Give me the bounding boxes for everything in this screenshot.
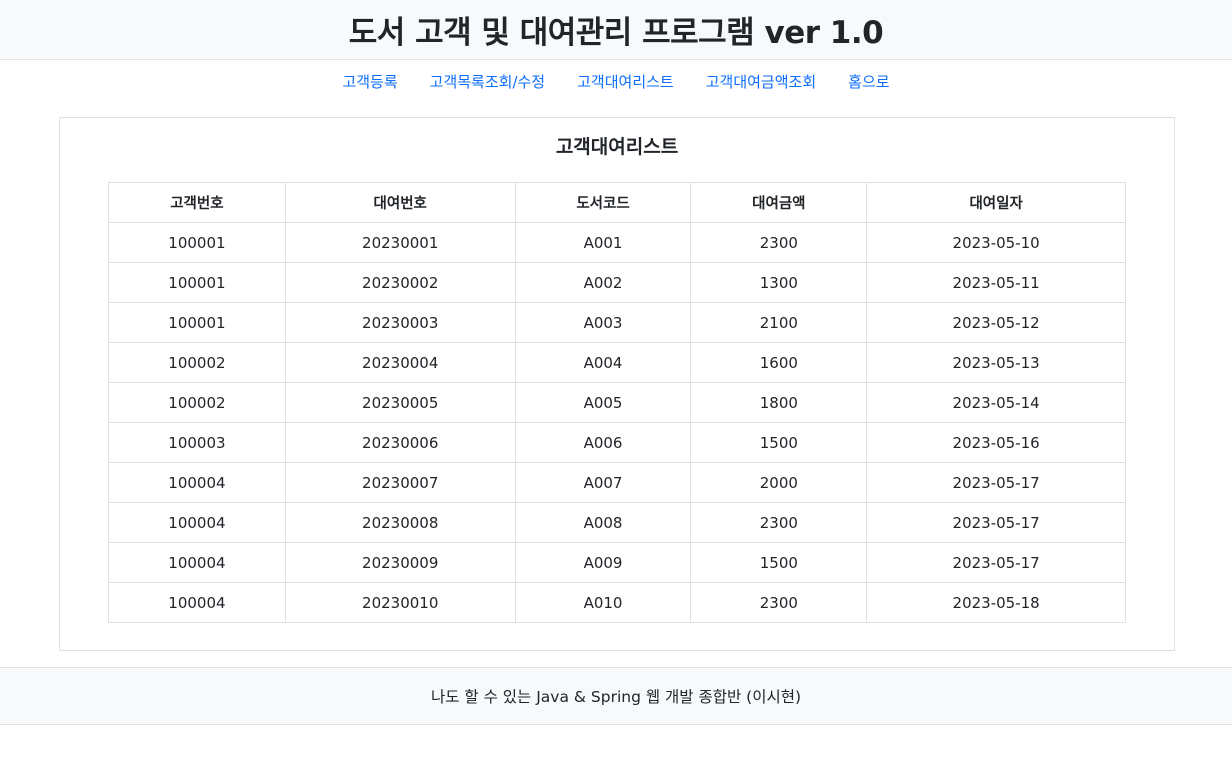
cell-customer-no: 100004	[108, 582, 286, 623]
cell-book-code: A002	[514, 262, 692, 303]
table-row: 100004 20230009 A009 1500 2023-05-17	[108, 542, 1126, 583]
cell-rental-date: 2023-05-11	[866, 262, 1126, 303]
cell-rental-date: 2023-05-16	[866, 422, 1126, 463]
column-header-rental-date: 대여일자	[866, 182, 1126, 223]
page-footer: 나도 할 수 있는 Java & Spring 웹 개발 종합반 (이시현)	[0, 667, 1232, 725]
column-header-rental-amount: 대여금액	[690, 182, 868, 223]
cell-book-code: A003	[514, 302, 692, 343]
cell-book-code: A006	[514, 422, 692, 463]
cell-customer-no: 100003	[108, 422, 286, 463]
cell-rental-no: 20230003	[284, 302, 516, 343]
cell-rental-date: 2023-05-17	[866, 502, 1126, 543]
section-title: 고객대여리스트	[555, 136, 679, 158]
table-row: 100004 20230010 A010 2300 2023-05-18	[108, 582, 1126, 623]
cell-rental-amount: 1500	[690, 542, 868, 583]
cell-customer-no: 100001	[108, 302, 286, 343]
cell-rental-amount: 1500	[690, 422, 868, 463]
cell-rental-no: 20230001	[284, 222, 516, 263]
rental-table: 고객번호 대여번호 도서코드 대여금액 대여일자 100001 20230001…	[108, 182, 1126, 623]
nav-link-register-customer[interactable]: 고객등록	[342, 72, 398, 91]
cell-book-code: A008	[514, 502, 692, 543]
footer-text: 나도 할 수 있는 Java & Spring 웹 개발 종합반 (이시현)	[430, 688, 802, 706]
rental-list-section: 고객대여리스트 고객번호 대여번호 도서코드 대여금액 대여일자 100001 …	[59, 117, 1175, 651]
column-header-book-code: 도서코드	[514, 182, 692, 223]
cell-book-code: A001	[514, 222, 692, 263]
table-row: 100001 20230002 A002 1300 2023-05-11	[108, 262, 1126, 303]
cell-rental-no: 20230005	[284, 382, 516, 423]
cell-rental-date: 2023-05-13	[866, 342, 1126, 383]
cell-rental-date: 2023-05-14	[866, 382, 1126, 423]
cell-book-code: A005	[514, 382, 692, 423]
table-body: 100001 20230001 A001 2300 2023-05-10 100…	[108, 222, 1126, 623]
nav-link-rental-amount[interactable]: 고객대여금액조회	[705, 72, 817, 91]
table-row: 100004 20230008 A008 2300 2023-05-17	[108, 502, 1126, 543]
nav-link-home[interactable]: 홈으로	[848, 72, 890, 91]
column-header-customer-no: 고객번호	[108, 182, 286, 223]
table-row: 100004 20230007 A007 2000 2023-05-17	[108, 462, 1126, 503]
table-row: 100002 20230005 A005 1800 2023-05-14	[108, 382, 1126, 423]
nav-link-customer-list-edit[interactable]: 고객목록조회/수정	[429, 72, 546, 91]
column-header-rental-no: 대여번호	[284, 182, 516, 223]
table-row: 100002 20230004 A004 1600 2023-05-13	[108, 342, 1126, 383]
cell-customer-no: 100001	[108, 222, 286, 263]
cell-customer-no: 100002	[108, 382, 286, 423]
cell-rental-date: 2023-05-10	[866, 222, 1126, 263]
cell-rental-no: 20230002	[284, 262, 516, 303]
table-row: 100001 20230003 A003 2100 2023-05-12	[108, 302, 1126, 343]
cell-customer-no: 100004	[108, 462, 286, 503]
cell-customer-no: 100004	[108, 502, 286, 543]
cell-rental-amount: 2100	[690, 302, 868, 343]
main-nav: 고객등록 고객목록조회/수정 고객대여리스트 고객대여금액조회 홈으로	[0, 61, 1232, 101]
cell-customer-no: 100002	[108, 342, 286, 383]
cell-customer-no: 100004	[108, 542, 286, 583]
cell-rental-no: 20230004	[284, 342, 516, 383]
nav-link-rental-list[interactable]: 고객대여리스트	[577, 72, 674, 91]
cell-rental-no: 20230009	[284, 542, 516, 583]
cell-rental-amount: 2000	[690, 462, 868, 503]
table-row: 100001 20230001 A001 2300 2023-05-10	[108, 222, 1126, 263]
cell-rental-no: 20230006	[284, 422, 516, 463]
cell-rental-amount: 2300	[690, 502, 868, 543]
cell-rental-date: 2023-05-18	[866, 582, 1126, 623]
table-header: 고객번호 대여번호 도서코드 대여금액 대여일자	[108, 182, 1126, 223]
cell-rental-date: 2023-05-12	[866, 302, 1126, 343]
cell-book-code: A004	[514, 342, 692, 383]
cell-book-code: A009	[514, 542, 692, 583]
page-header: 도서 고객 및 대여관리 프로그램 ver 1.0	[0, 0, 1232, 60]
cell-rental-amount: 2300	[690, 582, 868, 623]
cell-rental-no: 20230007	[284, 462, 516, 503]
cell-rental-amount: 1600	[690, 342, 868, 383]
page-title: 도서 고객 및 대여관리 프로그램 ver 1.0	[348, 15, 884, 51]
cell-rental-date: 2023-05-17	[866, 462, 1126, 503]
cell-rental-amount: 1300	[690, 262, 868, 303]
cell-customer-no: 100001	[108, 262, 286, 303]
cell-book-code: A007	[514, 462, 692, 503]
cell-rental-no: 20230008	[284, 502, 516, 543]
table-row: 100003 20230006 A006 1500 2023-05-16	[108, 422, 1126, 463]
cell-rental-no: 20230010	[284, 582, 516, 623]
table-header-row: 고객번호 대여번호 도서코드 대여금액 대여일자	[108, 182, 1126, 223]
cell-rental-date: 2023-05-17	[866, 542, 1126, 583]
cell-book-code: A010	[514, 582, 692, 623]
cell-rental-amount: 2300	[690, 222, 868, 263]
cell-rental-amount: 1800	[690, 382, 868, 423]
